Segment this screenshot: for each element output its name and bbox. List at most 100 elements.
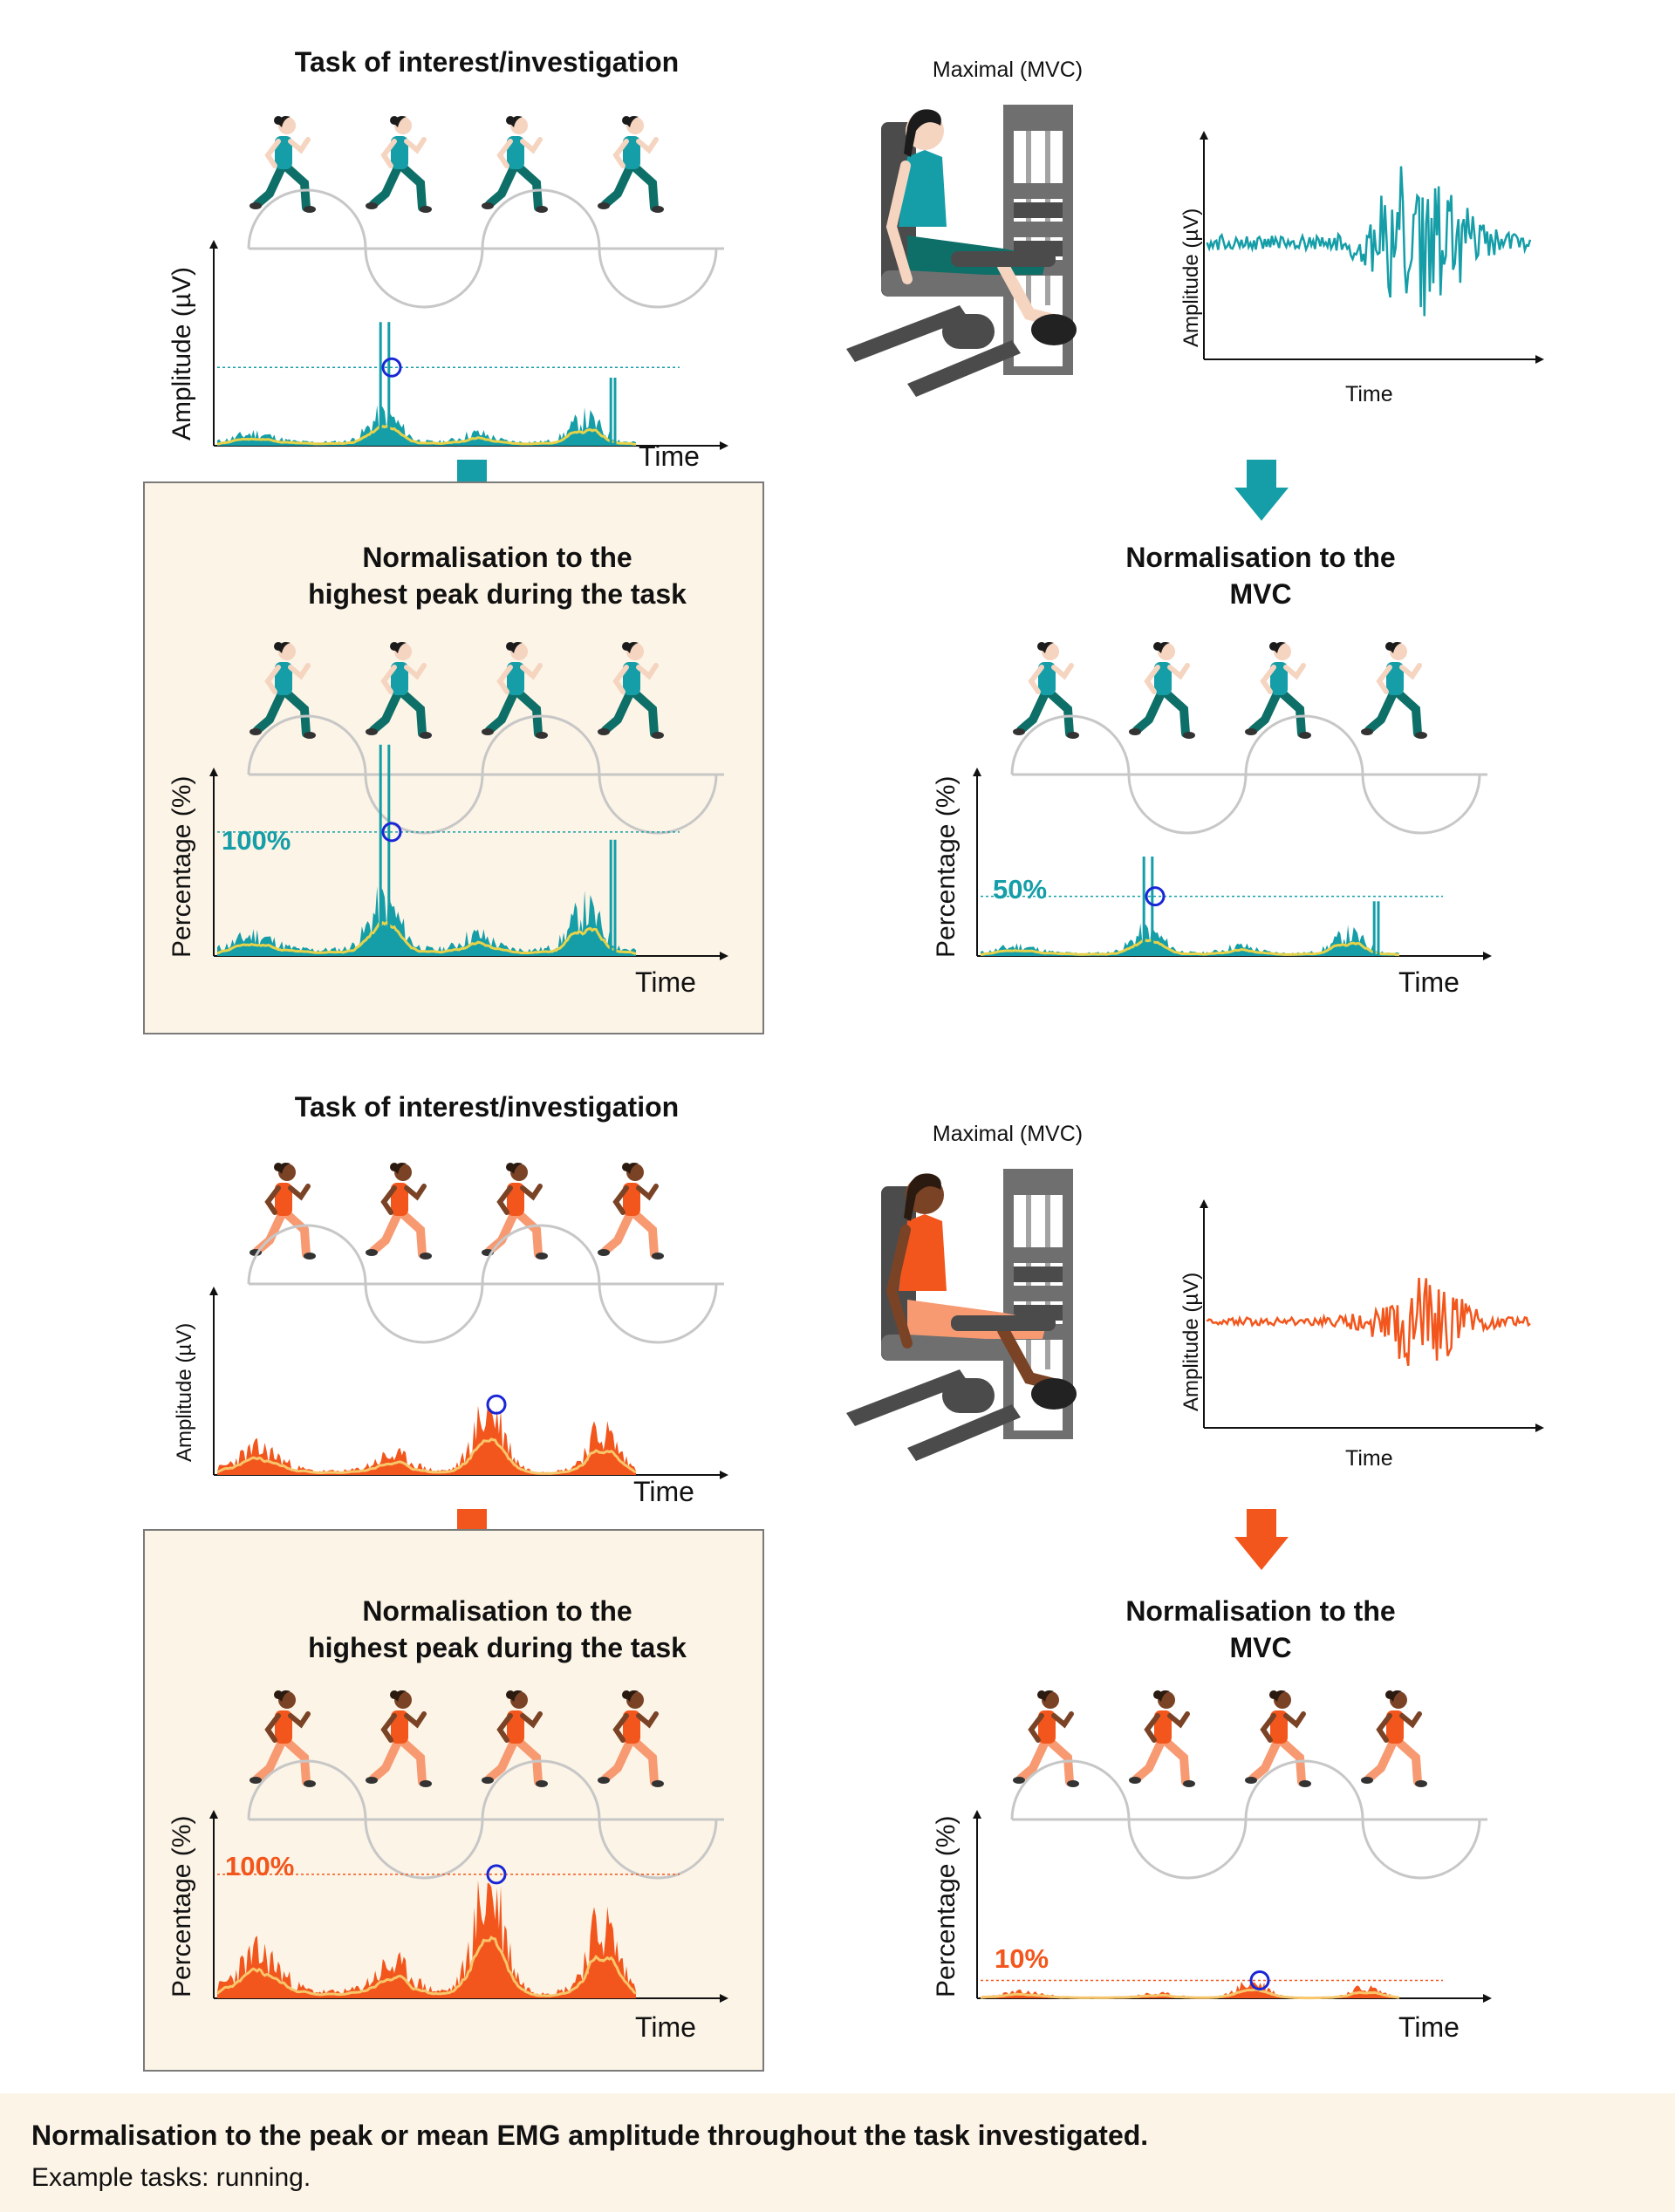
gait-arc bbox=[247, 714, 367, 775]
norm-title-line1: Normalisation to the bbox=[362, 1595, 632, 1627]
norm-title-line1: Normalisation to the bbox=[1125, 542, 1396, 573]
runner-figure bbox=[366, 1163, 432, 1260]
gait-arc bbox=[364, 1283, 484, 1344]
gait-arc bbox=[1244, 714, 1364, 775]
runner-figure bbox=[366, 1690, 432, 1787]
y-axis-arrow-icon bbox=[973, 768, 981, 776]
footer-line2: Example tasks: running. bbox=[31, 2163, 311, 2192]
emg-envelope-line bbox=[980, 939, 1400, 957]
x-axis-label: Time bbox=[1398, 966, 1460, 998]
reference-label: 10% bbox=[995, 1943, 1049, 1974]
runner-figure bbox=[482, 1163, 548, 1260]
runner-figure bbox=[1245, 1690, 1311, 1787]
y-axis-label: Amplitude (µV) bbox=[173, 1322, 196, 1462]
weight-plate bbox=[1014, 183, 1063, 199]
runner-figure bbox=[482, 642, 548, 739]
down-arrow-icon bbox=[1234, 1509, 1289, 1570]
y-axis-label: Amplitude (µV) bbox=[168, 266, 196, 440]
athlete-shoe bbox=[1031, 1378, 1077, 1410]
runners-row bbox=[250, 1690, 664, 1787]
emg-chart bbox=[209, 240, 728, 450]
runner-figure bbox=[598, 1690, 664, 1787]
gait-arc bbox=[1127, 1819, 1248, 1880]
x-axis-arrow-icon bbox=[1535, 355, 1544, 364]
emg-signal-area bbox=[217, 1880, 636, 1998]
gait-arc bbox=[598, 1283, 718, 1344]
weight-plate bbox=[1014, 1286, 1063, 1301]
runner-figure bbox=[1129, 1690, 1195, 1787]
machine-base bbox=[907, 340, 1021, 397]
y-axis-label: Percentage (%) bbox=[168, 1815, 196, 1997]
down-arrow-icon bbox=[1234, 460, 1289, 521]
task-title: Task of interest/investigation bbox=[294, 1091, 680, 1123]
machine-seat bbox=[881, 270, 1012, 297]
machine-roller bbox=[942, 314, 995, 349]
gait-arc bbox=[481, 1224, 601, 1285]
athlete-arm bbox=[885, 160, 913, 284]
norm-title: Normalisation to the MVC bbox=[955, 1593, 1566, 1666]
x-axis-label: Time bbox=[635, 2011, 696, 2043]
runner-figure bbox=[598, 1163, 664, 1260]
runner-figure bbox=[1361, 642, 1427, 739]
gait-cycle-line bbox=[247, 714, 724, 835]
y-axis-arrow-icon bbox=[209, 768, 218, 776]
x-axis-label: Time bbox=[1398, 2011, 1460, 2043]
emg-envelope-line bbox=[216, 920, 637, 955]
runner-figure bbox=[1245, 642, 1311, 739]
norm-title-line2: MVC bbox=[1229, 1632, 1292, 1663]
y-axis-arrow-icon bbox=[1200, 131, 1208, 140]
gait-arc bbox=[1127, 774, 1248, 835]
emg-chart bbox=[209, 1810, 728, 2003]
runner-figure bbox=[1013, 1690, 1079, 1787]
y-axis-label: Amplitude (µV) bbox=[1179, 208, 1203, 347]
emg-envelope-line bbox=[216, 1437, 637, 1475]
gait-arc bbox=[1010, 714, 1131, 775]
gait-arc bbox=[598, 774, 718, 835]
weight-plate bbox=[1014, 1247, 1063, 1263]
emg-signal-area bbox=[981, 1981, 1399, 1998]
reference-label: 100% bbox=[222, 825, 291, 856]
y-axis-arrow-icon bbox=[209, 1287, 218, 1295]
mvc-emg-signal bbox=[1206, 166, 1532, 317]
runner-figure bbox=[598, 116, 664, 213]
x-axis-arrow-icon bbox=[720, 952, 728, 960]
athlete-arm bbox=[885, 1225, 913, 1348]
runner-figure bbox=[366, 116, 432, 213]
gait-arc bbox=[598, 1819, 718, 1880]
reference-label: 50% bbox=[993, 874, 1048, 905]
runners-row bbox=[1013, 642, 1427, 739]
runner-figure bbox=[482, 1690, 548, 1787]
mvc-emg-signal bbox=[1206, 1277, 1531, 1367]
gait-arc bbox=[1244, 1759, 1364, 1820]
task-title: Task of interest/investigation bbox=[294, 46, 680, 78]
gait-arc bbox=[364, 774, 484, 835]
emg-signal-area bbox=[217, 886, 636, 956]
emg-chart bbox=[973, 768, 1492, 960]
x-axis-label: Time bbox=[1345, 1446, 1393, 1471]
machine-seat bbox=[881, 1335, 1012, 1361]
norm-title: Normalisation to the MVC bbox=[955, 539, 1566, 612]
y-axis-arrow-icon bbox=[209, 1810, 218, 1819]
runner-figure bbox=[366, 642, 432, 739]
athlete-hair bbox=[904, 109, 941, 157]
y-axis-arrow-icon bbox=[209, 240, 218, 249]
mvc-title: Maximal (MVC) bbox=[932, 1122, 1084, 1146]
gait-cycle-line bbox=[247, 1224, 724, 1344]
runner-figure bbox=[1013, 642, 1079, 739]
x-axis-label: Time bbox=[639, 440, 700, 472]
runner-figure bbox=[250, 1690, 316, 1787]
machine-base bbox=[907, 1404, 1021, 1461]
norm-title-line2: highest peak during the task bbox=[308, 578, 687, 610]
x-axis-arrow-icon bbox=[1483, 1994, 1492, 2003]
y-axis-label: Percentage (%) bbox=[932, 775, 961, 958]
norm-title-line1: Normalisation to the bbox=[362, 542, 632, 573]
weight-plate bbox=[1014, 1266, 1063, 1282]
emg-signal-area bbox=[217, 405, 636, 446]
peak-marker bbox=[1145, 886, 1166, 907]
runner-figure bbox=[1129, 642, 1195, 739]
x-axis-arrow-icon bbox=[1483, 952, 1492, 960]
athlete-torso bbox=[899, 1214, 947, 1291]
footer-caption: Normalisation to the peak or mean EMG am… bbox=[0, 2093, 1675, 2212]
y-axis-label: Percentage (%) bbox=[932, 1815, 961, 1997]
athlete-shoe bbox=[1031, 314, 1077, 345]
